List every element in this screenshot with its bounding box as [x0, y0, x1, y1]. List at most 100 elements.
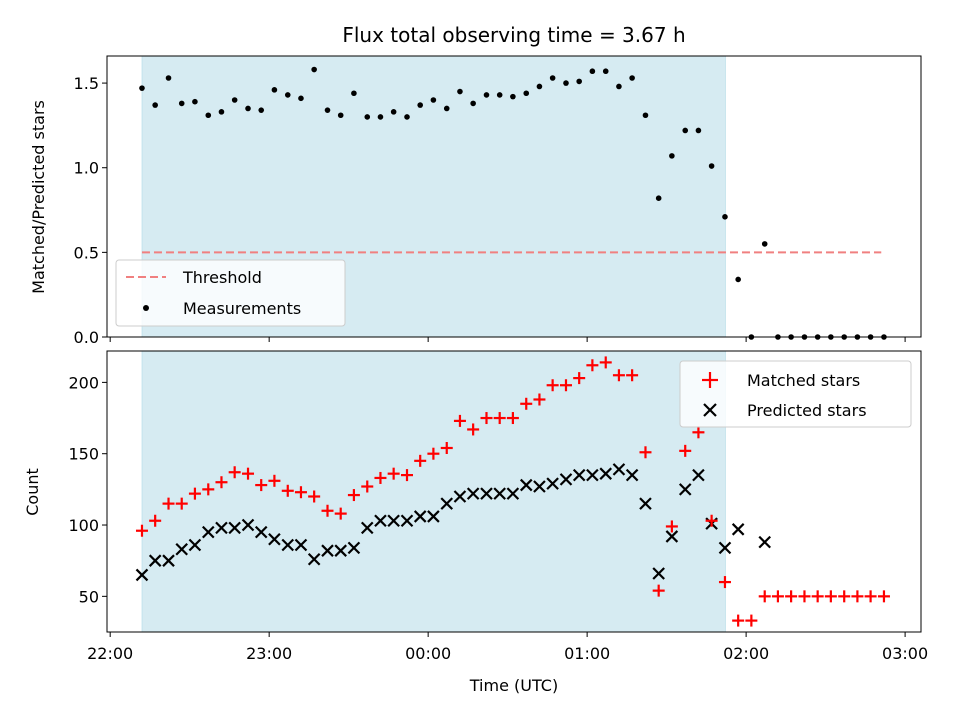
measurement-point — [139, 85, 145, 91]
matched-star-point — [162, 497, 175, 510]
matched-star-point — [811, 590, 824, 603]
matched-star-point — [215, 476, 228, 489]
measurement-point — [470, 100, 476, 107]
predicted-star-point — [241, 518, 255, 532]
measurement-point — [324, 107, 331, 113]
matched-star-point — [149, 514, 162, 527]
matched-stars-points — [135, 356, 890, 627]
x-tick-label: 22:00 — [87, 644, 133, 663]
measurement-point — [390, 109, 397, 115]
matched-star-point — [612, 369, 625, 382]
predicted-star-point — [321, 544, 334, 557]
measurement-point — [602, 68, 609, 75]
x-tick-label: 02:00 — [723, 644, 769, 663]
predicted-star-point — [652, 567, 665, 580]
bottom-legend: Matched stars Predicted stars — [679, 360, 912, 428]
predicted-star-point — [559, 473, 573, 486]
chart-title: Flux total observing time = 3.67 h — [342, 23, 685, 47]
predicted-star-point — [665, 530, 679, 543]
top-x-ticks — [109, 337, 906, 342]
top-legend-box — [115, 259, 346, 327]
matched-star-point — [824, 590, 837, 603]
matched-star-point — [533, 393, 546, 406]
y-tick-label: 150 — [68, 445, 99, 464]
predicted-star-point — [334, 544, 347, 557]
legend-label-threshold: Threshold — [182, 268, 262, 287]
matched-star-point — [480, 412, 493, 425]
measurement-point — [152, 102, 158, 108]
predicted-star-point — [533, 480, 546, 493]
predicted-star-point — [427, 510, 440, 523]
y-tick-label: 200 — [68, 373, 99, 392]
predicted-star-point — [281, 538, 295, 552]
matched-star-point — [308, 490, 321, 503]
measurement-point — [576, 78, 582, 85]
top-axes-frame — [106, 55, 922, 338]
measurement-point — [231, 97, 238, 103]
matched-star-point — [294, 486, 307, 499]
bottom-y-ticks: 50 100 150 200 — [68, 373, 107, 606]
measurements-legend-swatch — [143, 305, 149, 311]
matched-star-point — [281, 484, 294, 497]
matched-star-point — [573, 372, 586, 385]
measurement-point — [549, 75, 556, 81]
predicted-star-point — [387, 514, 400, 528]
measurement-point — [364, 114, 371, 120]
predicted-star-point — [347, 541, 361, 555]
predicted-star-point — [758, 535, 771, 549]
predicted-star-point — [639, 497, 652, 510]
matched-star-point — [255, 479, 268, 492]
measurement-point — [311, 66, 317, 73]
matched-star-point — [639, 446, 652, 459]
matched-star-point — [718, 576, 731, 589]
bottom-axes-frame — [106, 350, 922, 633]
top-y-axis-label: Matched/Predicted stars — [29, 100, 48, 294]
y-tick-label: 100 — [68, 516, 99, 535]
matched-star-point — [692, 426, 705, 439]
legend-label-matched: Matched stars — [747, 371, 860, 390]
measurement-point — [430, 97, 437, 103]
predicted-star-point — [148, 554, 162, 567]
measurement-point — [563, 80, 569, 86]
measurement-point — [178, 100, 185, 107]
x-tick-label: 03:00 — [882, 644, 928, 663]
measurement-point — [337, 112, 344, 119]
predicted-star-point — [678, 483, 692, 496]
matched-star-point — [493, 412, 506, 425]
measurement-point — [284, 92, 291, 98]
predicted-star-point — [480, 487, 493, 500]
matched-star-point — [771, 590, 784, 603]
measurement-point — [510, 93, 516, 100]
bottom-panel: 50 100 150 200 22:00 23:00 00:00 01:00 02:00 03:… — [23, 350, 928, 695]
matched-star-point — [228, 466, 241, 479]
measurement-point — [218, 109, 225, 115]
predicted-star-point — [360, 521, 374, 535]
matched-star-point — [877, 590, 890, 603]
x-tick-label: 00:00 — [405, 644, 451, 663]
x-tick-label: 01:00 — [564, 644, 610, 663]
matched-star-point — [732, 614, 745, 627]
predicted-star-point — [201, 525, 215, 539]
matched-star-point — [559, 379, 572, 392]
measurement-point — [351, 90, 357, 97]
predicted-star-point — [466, 487, 480, 500]
matched-star-point — [361, 480, 374, 493]
matched-star-point — [188, 487, 201, 500]
matched-star-point — [506, 412, 519, 425]
measurement-point — [536, 83, 543, 90]
predicted-star-point — [731, 523, 745, 536]
matched-star-point — [401, 469, 414, 482]
predicted-star-point — [718, 541, 732, 555]
top-y-ticks: 0.0 0.5 1.0 1.5 — [74, 74, 107, 347]
matched-star-point — [785, 590, 798, 603]
predicted-star-point — [228, 521, 241, 535]
measurement-points — [139, 66, 887, 340]
matched-star-point — [546, 379, 559, 392]
measurement-point — [655, 195, 662, 201]
predicted-star-point — [440, 497, 454, 510]
matched-star-point — [334, 507, 347, 520]
measurement-point — [642, 112, 649, 119]
predicted-star-point — [625, 468, 639, 482]
predicted-star-point — [493, 487, 506, 500]
measurement-point — [192, 98, 198, 105]
